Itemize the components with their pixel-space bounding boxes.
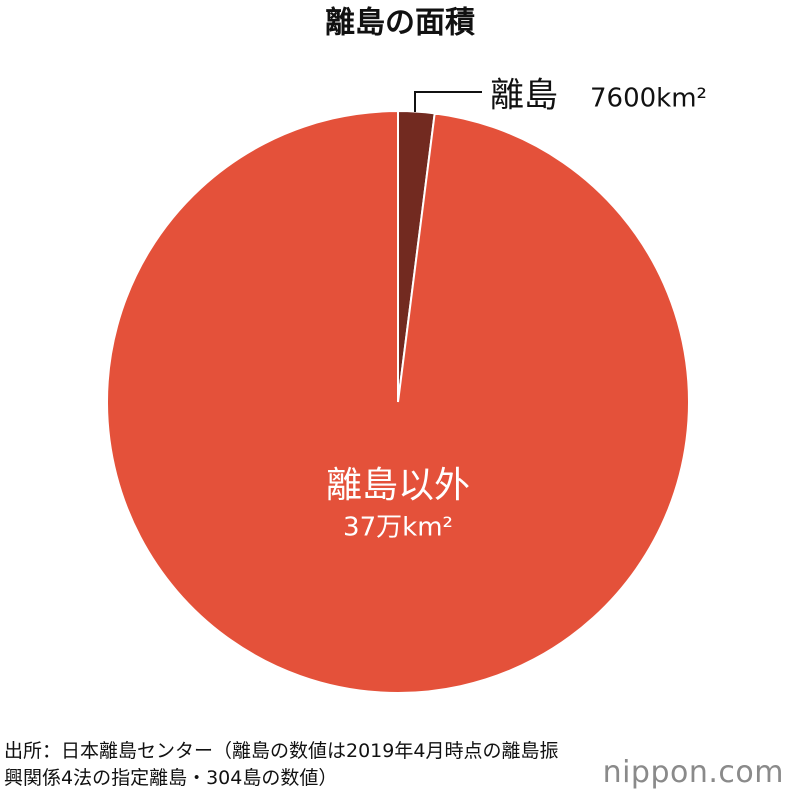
pie-slice	[106, 109, 690, 694]
slice-label: 離島以外	[326, 465, 470, 506]
value-label: 7600km²	[590, 84, 707, 114]
chart-title: 離島の面積	[325, 6, 475, 41]
leader-line	[414, 91, 482, 112]
slice-label: 離島	[490, 76, 558, 116]
source-note: 出所：日本離島センター（離島の数値は2019年4月時点の離島振興関係4法の指定離…	[4, 740, 559, 789]
logo: nippon.com	[602, 755, 784, 790]
value-label: 37万km²	[343, 513, 453, 543]
